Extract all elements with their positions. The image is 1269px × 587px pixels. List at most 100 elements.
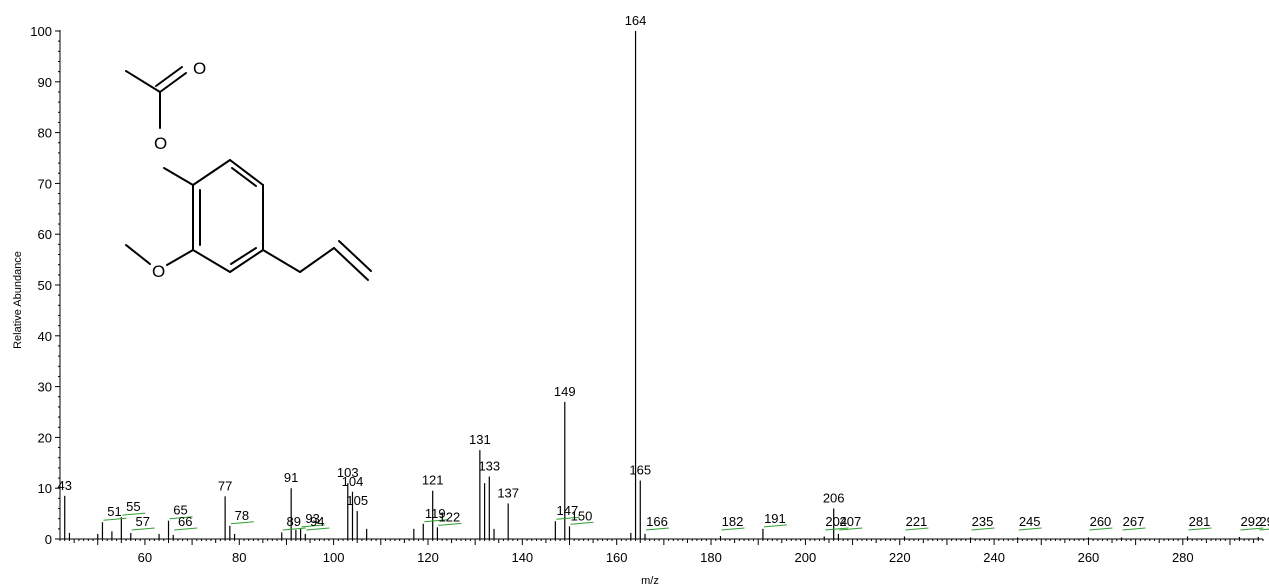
y-tick-label: 90 [38, 75, 52, 90]
label-leader [971, 527, 995, 531]
peak-label: 267 [1123, 514, 1145, 529]
label-leader [1122, 527, 1146, 531]
peak-label: 105 [346, 493, 368, 508]
label-leader [131, 527, 155, 531]
peak-label: 221 [906, 514, 928, 529]
bond [166, 249, 194, 266]
y-tick-label: 100 [30, 24, 52, 39]
label-leader [282, 527, 306, 531]
label-leader [103, 517, 127, 521]
y-tick-label: 0 [45, 532, 52, 547]
bond [338, 240, 372, 272]
bond [229, 249, 264, 273]
label-leader [763, 524, 787, 528]
bond [125, 70, 161, 93]
peak-label: 103 [337, 465, 359, 480]
y-tick-label: 20 [38, 430, 52, 445]
x-tick-label: 160 [606, 550, 628, 565]
bond [229, 159, 264, 186]
label-leader [556, 516, 580, 520]
peak-label: 78 [235, 508, 249, 523]
y-tick-label: 10 [38, 481, 52, 496]
y-tick-label: 30 [38, 380, 52, 395]
peak-label: 149 [554, 384, 576, 399]
peak-label: 104 [342, 474, 364, 489]
peak-label: 206 [823, 491, 845, 506]
label-leader [825, 527, 849, 531]
axes: 0 10 20 30 40 50 60 70 80 90 100 60 80 100 120 140 160 18… [30, 24, 1264, 565]
label-leader [438, 522, 462, 526]
label-leader [1259, 528, 1269, 531]
peak-label: 235 [972, 514, 994, 529]
label-leader [122, 512, 146, 516]
peak-label: 191 [764, 511, 786, 526]
x-tick-label: 140 [511, 550, 533, 565]
label-leader [174, 527, 198, 531]
y-tick-label: 50 [38, 278, 52, 293]
bond [230, 247, 257, 265]
y-axis-title: Relative Abundance [12, 251, 24, 349]
bond [231, 167, 257, 187]
peak-label: 122 [439, 509, 461, 524]
bond [125, 244, 151, 265]
peak-label: 66 [178, 514, 192, 529]
methoxy-oxygen: O [152, 262, 165, 281]
x-tick-label: 240 [983, 550, 1005, 565]
peak-label: 89 [286, 514, 300, 529]
peak-label: 51 [107, 504, 121, 519]
bond [159, 72, 187, 93]
x-tick-label: 80 [232, 550, 246, 565]
bond [333, 247, 369, 281]
peak-label: 245 [1019, 514, 1041, 529]
x-axis-title: m/z [641, 575, 659, 587]
bond [163, 167, 194, 186]
peak-label: 165 [629, 463, 651, 478]
peak-label: 91 [284, 470, 298, 485]
bond [299, 247, 335, 273]
label-leader [230, 521, 254, 525]
x-tick-label: 120 [417, 550, 439, 565]
bond [192, 249, 231, 273]
x-tick-label: 200 [795, 550, 817, 565]
label-leader [306, 527, 330, 531]
carbonyl-oxygen: O [193, 59, 206, 78]
peak-label: 65 [173, 503, 187, 518]
label-leader [1240, 527, 1264, 531]
peak-label: 260 [1090, 514, 1112, 529]
label-leader [905, 527, 929, 531]
y-tick-label: 70 [38, 176, 52, 191]
peak-label: 57 [136, 514, 150, 529]
peak-label: 281 [1189, 514, 1211, 529]
peaks [64, 31, 1259, 539]
bond [155, 66, 183, 87]
peak-label: 55 [126, 499, 140, 514]
x-tick-label: 260 [1078, 550, 1100, 565]
label-leader [1089, 527, 1113, 531]
peak-label: 137 [497, 485, 519, 500]
peak-label: 77 [218, 478, 232, 493]
x-tick-label: 60 [138, 550, 152, 565]
peak-label: 119 [425, 506, 446, 521]
label-leader [1188, 527, 1212, 531]
peak-label: 166 [646, 514, 668, 529]
peak-label: 43 [57, 478, 71, 493]
peak-label: 182 [722, 514, 744, 529]
label-leader [1018, 527, 1042, 531]
bond [192, 159, 231, 186]
peak-label: 150 [571, 508, 593, 523]
peak-label: 131 [469, 432, 491, 447]
label-leader [839, 527, 863, 531]
peak-label: 133 [478, 459, 500, 474]
molecule-structure: O O O [125, 59, 372, 281]
peak-label: 204 [825, 514, 847, 529]
y-tick-label: 60 [38, 227, 52, 242]
x-tick-label: 100 [323, 550, 345, 565]
label-leader [570, 521, 594, 525]
x-tick-label: 180 [700, 550, 722, 565]
y-tick-label: 80 [38, 126, 52, 141]
bond [262, 249, 301, 273]
peak-label: 164 [625, 13, 647, 28]
x-tick-label: 280 [1172, 550, 1194, 565]
peak-label: 94 [310, 514, 324, 529]
